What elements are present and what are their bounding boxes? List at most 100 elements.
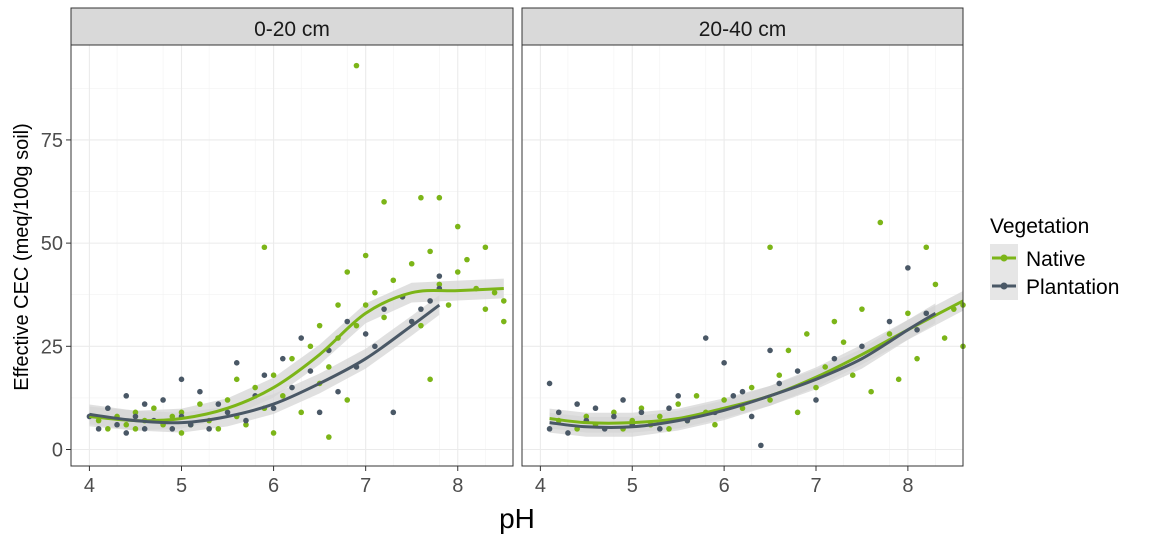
legend-title: Vegetation [990,215,1089,238]
data-point-native [748,384,755,391]
data-point-native [353,62,360,69]
data-point-native [123,421,130,428]
data-point-native [666,426,672,432]
data-point-native [941,335,948,341]
x-tick-label: 4 [535,475,546,497]
data-point-native [344,397,351,403]
data-point-plantation [261,372,268,378]
data-point-native [261,244,268,251]
data-point-native [279,393,286,399]
data-point-plantation [178,376,185,383]
data-point-plantation [620,397,626,403]
data-point-plantation [721,360,727,366]
data-point-native [712,421,718,428]
data-point-native [178,430,185,436]
data-point-native [859,306,865,312]
data-point-plantation [702,335,709,341]
x-tick-label: 4 [84,475,95,497]
data-point-native [418,194,424,201]
legend-label-plantation: Plantation [1026,276,1119,299]
data-point-plantation [886,318,893,325]
x-tick-label: 8 [452,475,463,497]
data-point-native [822,364,828,370]
data-point-native [252,384,258,391]
panel-border [70,44,514,467]
data-point-plantation [914,326,920,333]
data-point-native [132,426,139,432]
data-point-native [316,322,323,329]
data-point-native [307,343,314,350]
data-point-native [675,401,681,407]
data-point-native [215,426,222,432]
data-point-plantation [813,397,819,403]
data-point-native [638,405,645,412]
data-point-plantation [105,405,111,412]
y-tick-label: 25 [41,336,63,358]
x-tick-label: 7 [360,475,371,497]
data-point-plantation [555,409,562,416]
data-point-native [905,310,911,317]
data-point-native [785,347,792,354]
data-point-native [500,298,507,304]
data-point-plantation [123,393,130,399]
data-point-plantation [243,417,249,424]
data-point-plantation [675,393,681,399]
data-point-plantation [307,368,314,374]
data-point-plantation [160,397,166,403]
data-point-native [197,401,203,407]
data-point-native [427,248,433,255]
data-point-native [831,318,838,325]
data-point-native [657,413,663,420]
data-point-plantation [141,401,148,407]
data-point-plantation [233,360,240,366]
data-point-native [914,355,920,362]
data-point-native [270,372,277,378]
data-point-native [804,331,810,337]
data-point-plantation [748,413,755,420]
data-point-plantation [923,310,930,317]
data-point-native [500,318,507,325]
data-point-plantation [344,318,351,325]
data-point-plantation [794,368,801,374]
x-tick-label: 7 [810,475,821,497]
data-point-plantation [436,273,443,279]
data-point-plantation [546,426,553,432]
data-point-plantation [758,442,764,449]
data-point-plantation [418,306,424,312]
panel-strip-label: 0-20 cm [254,18,330,41]
y-tick-label: 0 [52,439,63,461]
data-point-plantation [289,384,295,391]
x-tick-label: 5 [627,475,638,497]
legend-key-plantation-dot [1000,282,1008,290]
data-point-plantation [739,388,746,395]
smooth-line-plantation [89,303,441,425]
data-point-native [390,277,397,284]
data-point-plantation [169,426,176,432]
data-point-plantation [730,393,737,399]
data-point-plantation [657,426,663,432]
data-point-native [289,355,295,362]
data-point-native [491,289,498,296]
data-point-native [270,430,277,436]
smooth-line-plantation [549,311,937,429]
legend-key-native-dot [1000,254,1008,262]
data-point-plantation [123,430,130,436]
data-point-native [767,397,773,403]
data-point-native [611,409,617,416]
data-point-plantation [197,388,203,395]
data-point-native [482,306,489,312]
data-point-plantation [206,426,212,432]
panels: 0-20 cm 4 5 6 7 8 0 25 50 75 20-40 cm 4 5 6 7 8 [41,7,966,497]
data-point-plantation [270,405,277,412]
data-point-native [813,384,819,391]
data-point-plantation [224,409,231,416]
data-point-plantation [132,413,139,420]
data-point-plantation [767,347,773,354]
data-point-native [353,322,360,329]
panel-strip [70,7,514,46]
data-point-native [381,199,387,205]
data-point-plantation [666,405,672,412]
y-tick-label: 75 [41,130,63,152]
data-point-native [298,409,305,416]
